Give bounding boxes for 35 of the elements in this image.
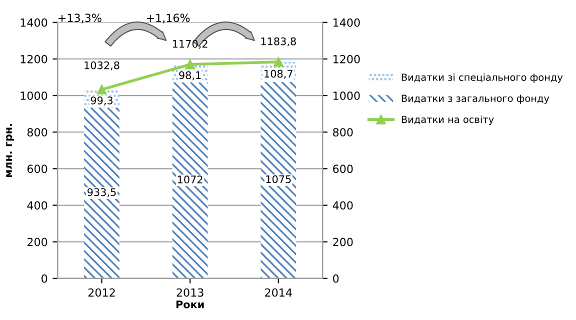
data-label: 1183,8	[261, 37, 296, 46]
data-label: 1032,8	[84, 61, 120, 70]
y2-tick-label: 1000	[334, 92, 360, 100]
y-tick-label: 400	[27, 201, 48, 210]
y2-tick-label: 800	[333, 128, 353, 136]
y-tick-label: 1200	[20, 54, 48, 64]
data-label: 98,1	[179, 71, 201, 80]
y-tick-label: 600	[27, 164, 48, 174]
y-tick-label: 800	[27, 128, 48, 136]
data-label: 1170,2	[173, 40, 208, 49]
annotation: +1,16%	[146, 14, 190, 24]
y2-tick-label: 1200	[334, 54, 360, 64]
y2-tick-label: 200	[333, 238, 353, 246]
y-axis-title: млн. грн.	[6, 124, 14, 178]
data-label: 108,7	[264, 70, 292, 79]
x-tick-label: 2013	[176, 288, 204, 297]
y-tick-label: 1400	[20, 18, 48, 27]
y-tick-label: 200	[27, 238, 48, 246]
y2-tick-label: 600	[333, 164, 353, 174]
y2-tick-label: 0	[333, 274, 339, 283]
y-tick-label: 0	[42, 274, 48, 283]
data-label: 933,5	[88, 188, 116, 198]
data-label: 99,3	[90, 96, 113, 106]
y2-tick-label: 1400	[334, 18, 360, 27]
data-label: 1072	[178, 176, 202, 184]
legend-label: Видатки з загального фонду	[402, 94, 550, 104]
x-tick-label: 2014	[265, 288, 292, 297]
annotation: +13,3%	[58, 14, 102, 24]
legend-label: Видатки зі спеціального фонду	[402, 73, 563, 83]
x-axis-title: Роки	[176, 300, 204, 308]
legend-label: Видатки на освіту	[402, 116, 494, 125]
x-tick-label: 2012	[88, 288, 115, 297]
y2-tick-label: 400	[332, 201, 353, 210]
y-tick-label: 1000	[20, 92, 48, 100]
data-label: 1075	[266, 175, 291, 184]
